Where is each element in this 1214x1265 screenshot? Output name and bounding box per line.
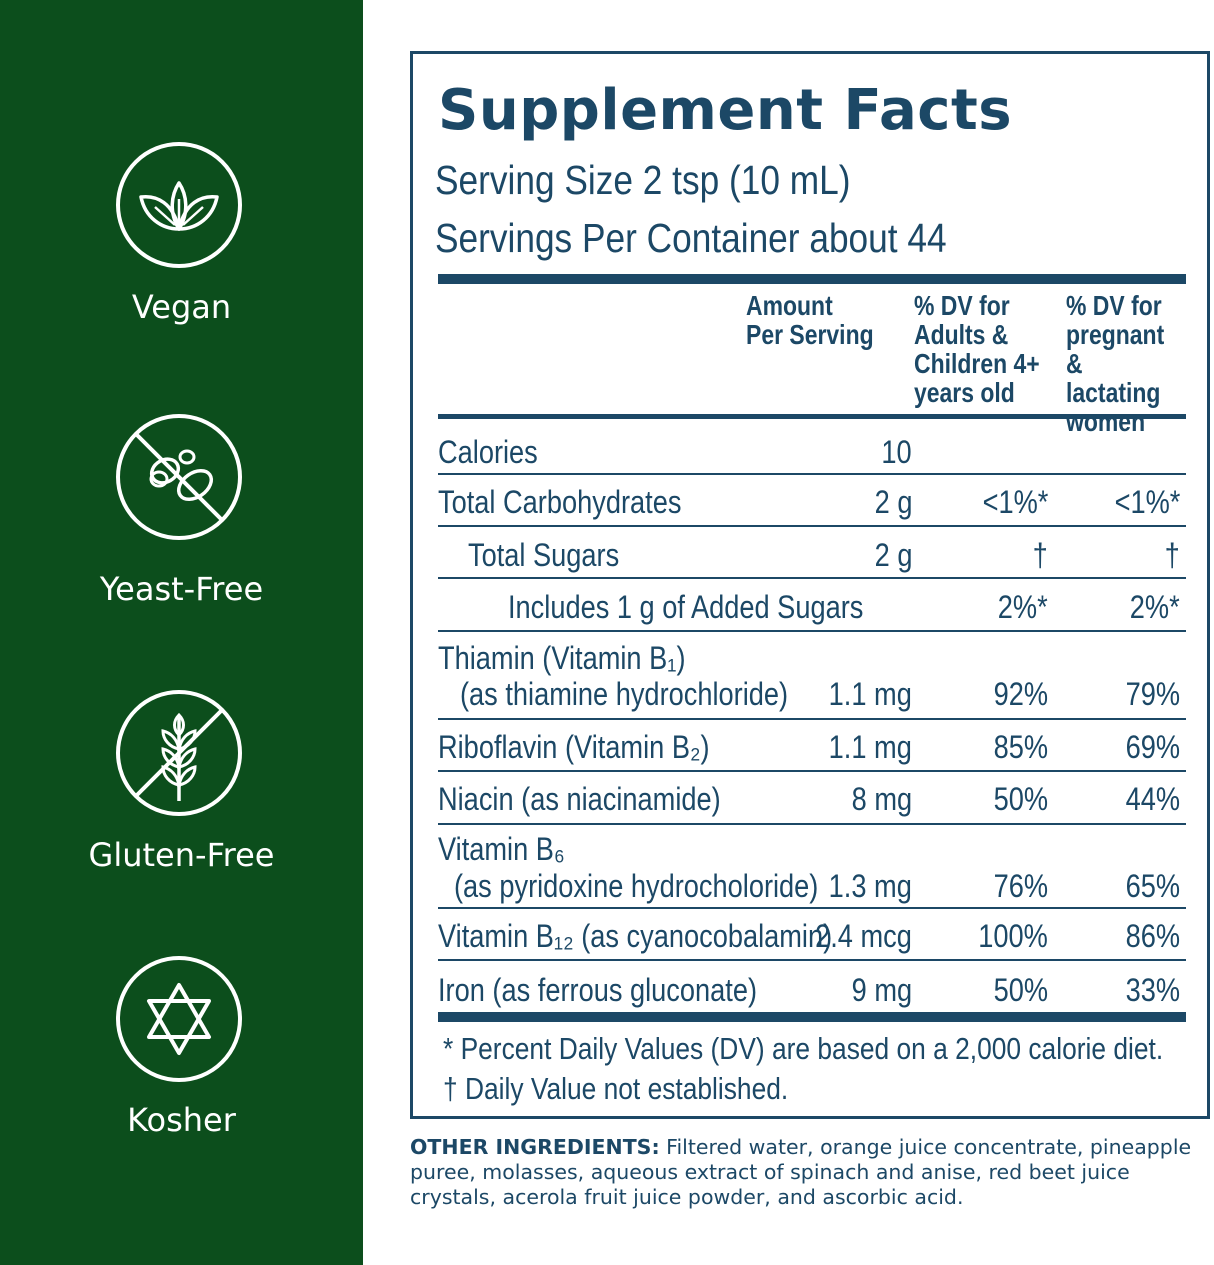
table-row: Total Carbohydrates 2 g <1%* <1%* (438, 475, 1186, 527)
table-row: Vitamin B₁₂ (as cyanocobalamin) 2.4 mcg … (438, 909, 1186, 961)
dv-adults: <1%* (982, 484, 1048, 520)
dv-pregnant: 86% (1125, 918, 1180, 954)
dv-pregnant: 2%* (1130, 589, 1180, 625)
nutrient-amount: 9 mg (851, 972, 912, 1008)
leaf-icon (115, 141, 243, 269)
dv-pregnant: 65% (1125, 868, 1180, 904)
dv-pregnant: 79% (1125, 676, 1180, 712)
dv-pregnant: 33% (1125, 972, 1180, 1008)
servings-per-container: Servings Per Container about 44 (435, 215, 947, 261)
nutrient-amount: 8 mg (851, 781, 912, 817)
serving-size: Serving Size 2 tsp (10 mL) (435, 157, 851, 203)
ingredients-text: Filtered water, orange juice concentrate… (410, 1135, 1192, 1209)
dv-adults: 100% (978, 918, 1048, 954)
dv-adults: 76% (993, 868, 1048, 904)
ingredients-label: OTHER INGREDIENTS: (410, 1135, 660, 1159)
dv-adults: 92% (993, 676, 1048, 712)
nutrient-amount: 2 g (874, 537, 912, 573)
dv-adults: 85% (993, 729, 1048, 765)
badge-label: Yeast-Free (99, 570, 264, 608)
header-amount: Amount Per Serving (746, 290, 874, 350)
nutrient-name: Iron (as ferrous gluconate) (438, 972, 758, 1008)
nutrient-source: (as pyridoxine hydrocholoride) (454, 868, 819, 904)
dv-pregnant: <1%* (1114, 484, 1180, 520)
nutrient-name: Riboflavin (Vitamin B₂) (438, 729, 710, 765)
nutrient-name: Total Sugars (468, 537, 620, 573)
badge-label: Gluten-Free (88, 836, 275, 874)
thick-divider (438, 1012, 1186, 1022)
no-wheat-icon (115, 689, 243, 817)
badge-label: Kosher (127, 1101, 236, 1139)
nutrient-name: Total Carbohydrates (438, 484, 682, 520)
table-row: Calories 10 (438, 420, 1186, 475)
dv-pregnant: 69% (1125, 729, 1180, 765)
dv-pregnant: 44% (1125, 781, 1180, 817)
sidebar: Vegan Yeast-Free (0, 0, 363, 1265)
footnote-dagger: † Daily Value not established. (443, 1071, 789, 1106)
nutrient-amount: 1.3 mg (828, 868, 912, 904)
nutrient-name: Thiamin (Vitamin B₁) (438, 640, 686, 676)
nutrient-name: Calories (438, 434, 538, 470)
nutrient-amount: 2.4 mcg (815, 918, 912, 954)
header-dv-adults: % DV for Adults & Children 4+ years old (914, 290, 1040, 408)
nutrient-amount: 10 (881, 434, 912, 470)
star-of-david-icon (115, 955, 243, 1083)
dv-adults: 50% (993, 972, 1048, 1008)
table-row: Total Sugars 2 g † † (438, 527, 1186, 579)
table-row: Iron (as ferrous gluconate) 9 mg 50% 33% (438, 961, 1186, 1011)
dv-adults: † (1032, 537, 1048, 573)
table-row: Thiamin (Vitamin B₁) (as thiamine hydroc… (438, 632, 1186, 720)
table-row: Includes 1 g of Added Sugars 2%* 2%* (438, 579, 1186, 632)
supplement-facts-panel: Supplement Facts Serving Size 2 tsp (10 … (410, 51, 1210, 1119)
nutrient-name: Niacin (as niacinamide) (438, 781, 721, 817)
nutrient-amount: 1.1 mg (828, 676, 912, 712)
nutrient-name: Vitamin B₆ (438, 831, 565, 867)
nutrient-source: (as thiamine hydrochloride) (460, 676, 789, 712)
table-row: Niacin (as niacinamide) 8 mg 50% 44% (438, 772, 1186, 825)
nutrient-amount: 1.1 mg (828, 729, 912, 765)
no-yeast-icon (115, 413, 243, 541)
header-dv-pregnant: % DV for pregnant & lactating women (1066, 290, 1165, 437)
table-row: Riboflavin (Vitamin B₂) 1.1 mg 85% 69% (438, 720, 1186, 772)
footnote-dv: * Percent Daily Values (DV) are based on… (443, 1031, 1164, 1066)
dv-adults: 2%* (998, 589, 1048, 625)
table-row: Vitamin B₆ (as pyridoxine hydrocholoride… (438, 825, 1186, 909)
nutrient-name: Includes 1 g of Added Sugars (508, 589, 864, 625)
nutrient-name: Vitamin B₁₂ (as cyanocobalamin) (438, 918, 833, 954)
dv-pregnant: † (1164, 537, 1180, 573)
badge-label: Vegan (131, 288, 232, 326)
other-ingredients: OTHER INGREDIENTS: Filtered water, orang… (410, 1135, 1210, 1210)
thick-divider (438, 274, 1186, 284)
panel-title: Supplement Facts (438, 78, 1013, 143)
dv-adults: 50% (993, 781, 1048, 817)
nutrient-amount: 2 g (874, 484, 912, 520)
header-divider (438, 414, 1186, 419)
